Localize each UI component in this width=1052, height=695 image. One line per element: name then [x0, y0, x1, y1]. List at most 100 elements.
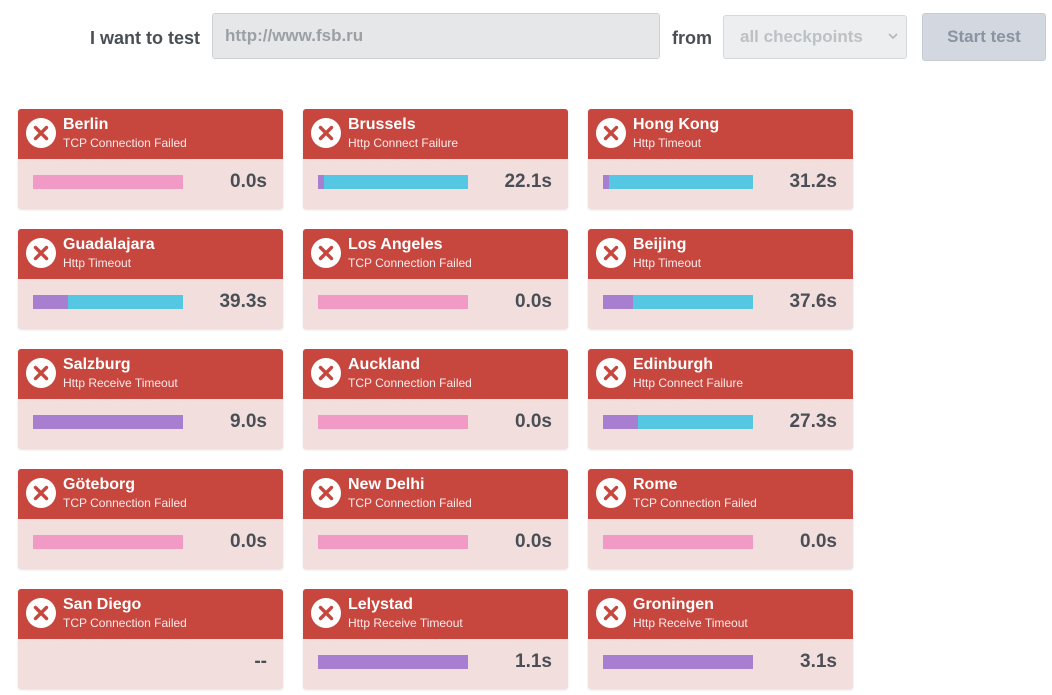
checkpoint-card-header: Beijing Http Timeout	[588, 229, 853, 279]
timing-bar	[318, 655, 468, 669]
checkpoint-status: Http Receive Timeout	[633, 616, 748, 630]
timing-bar-segment-wait	[67, 295, 183, 309]
timing-bar	[33, 175, 183, 189]
checkpoint-card[interactable]: Guadalajara Http Timeout 39.3s	[18, 229, 283, 329]
timing-bar	[318, 295, 468, 309]
checkpoint-card[interactable]: New Delhi TCP Connection Failed 0.0s	[303, 469, 568, 569]
checkpoint-city: Los Angeles	[348, 236, 443, 253]
checkpoint-card[interactable]: San Diego TCP Connection Failed --	[18, 589, 283, 689]
test-form: I want to test from all checkpoints Star…	[0, 0, 1052, 75]
start-test-button[interactable]: Start test	[922, 13, 1046, 61]
timing-bar-segment-failed	[318, 415, 468, 429]
checkpoint-card-header: San Diego TCP Connection Failed	[18, 589, 283, 639]
checkpoint-city: Berlin	[63, 116, 109, 133]
checkpoint-time: 0.0s	[515, 291, 552, 312]
checkpoint-card[interactable]: Los Angeles TCP Connection Failed 0.0s	[303, 229, 568, 329]
checkpoint-status: TCP Connection Failed	[348, 256, 472, 270]
timing-bar-segment-wait	[637, 415, 753, 429]
timing-bar	[33, 295, 183, 309]
checkpoint-time: 0.0s	[515, 411, 552, 432]
error-x-icon	[311, 358, 341, 388]
checkpoint-city: Auckland	[348, 356, 421, 373]
error-x-icon	[26, 118, 56, 148]
checkpoint-status: TCP Connection Failed	[633, 496, 757, 510]
checkpoint-card[interactable]: Edinburgh Http Connect Failure 27.3s	[588, 349, 853, 449]
error-x-icon	[26, 358, 56, 388]
checkpoint-card[interactable]: Hong Kong Http Timeout 31.2s	[588, 109, 853, 209]
error-x-icon	[26, 598, 56, 628]
i-want-to-test-label: I want to test	[90, 28, 201, 48]
error-x-icon	[596, 238, 626, 268]
checkpoint-time: 31.2s	[789, 171, 837, 192]
timing-bar	[603, 415, 753, 429]
checkpoint-card[interactable]: Lelystad Http Receive Timeout 1.1s	[303, 589, 568, 689]
checkpoint-card-header: Lelystad Http Receive Timeout	[303, 589, 568, 639]
checkpoint-city: Göteborg	[63, 476, 135, 493]
checkpoint-card-header: Rome TCP Connection Failed	[588, 469, 853, 519]
checkpoint-status: TCP Connection Failed	[63, 136, 187, 150]
checkpoint-time: 0.0s	[230, 531, 267, 552]
checkpoint-city: Brussels	[348, 116, 416, 133]
checkpoint-card-header: Edinburgh Http Connect Failure	[588, 349, 853, 399]
timing-bar-segment-connect	[318, 175, 324, 189]
timing-bar-segment-connect	[33, 295, 68, 309]
timing-bar	[603, 295, 753, 309]
checkpoint-card[interactable]: Berlin TCP Connection Failed 0.0s	[18, 109, 283, 209]
timing-bar-segment-failed	[318, 535, 468, 549]
checkpoint-card-header: Göteborg TCP Connection Failed	[18, 469, 283, 519]
timing-bar	[603, 655, 753, 669]
timing-bar	[318, 415, 468, 429]
error-x-icon	[596, 358, 626, 388]
checkpoint-card[interactable]: Brussels Http Connect Failure 22.1s	[303, 109, 568, 209]
checkpoint-city: New Delhi	[348, 476, 425, 493]
checkpoint-city: Lelystad	[348, 596, 413, 613]
checkpoint-time: --	[254, 651, 267, 672]
checkpoint-status: Http Receive Timeout	[348, 616, 463, 630]
timing-bar	[33, 415, 183, 429]
timing-bar	[33, 655, 183, 669]
checkpoint-city: Rome	[633, 476, 678, 493]
checkpoint-card[interactable]: Beijing Http Timeout 37.6s	[588, 229, 853, 329]
checkpoint-city: Edinburgh	[633, 356, 713, 373]
checkpoint-time: 22.1s	[504, 171, 552, 192]
checkpoint-card-header: Los Angeles TCP Connection Failed	[303, 229, 568, 279]
timing-bar-segment-failed	[33, 175, 183, 189]
timing-bar-segment-connect	[603, 295, 633, 309]
error-x-icon	[311, 118, 341, 148]
checkpoint-card[interactable]: Salzburg Http Receive Timeout 9.0s	[18, 349, 283, 449]
checkpoint-card[interactable]: Göteborg TCP Connection Failed 0.0s	[18, 469, 283, 569]
timing-bar	[318, 535, 468, 549]
checkpoint-select[interactable]: all checkpoints	[723, 15, 907, 59]
timing-bar-segment-wait	[609, 175, 753, 189]
checkpoint-card-header: Hong Kong Http Timeout	[588, 109, 853, 159]
timing-bar-segment-failed	[318, 295, 468, 309]
checkpoint-card[interactable]: Groningen Http Receive Timeout 3.1s	[588, 589, 853, 689]
timing-bar-segment-connect	[603, 415, 638, 429]
checkpoint-status: Http Connect Failure	[348, 136, 459, 150]
timing-bar-segment-connect	[33, 415, 183, 429]
error-x-icon	[311, 478, 341, 508]
checkpoint-card[interactable]: Rome TCP Connection Failed 0.0s	[588, 469, 853, 569]
checkpoint-status: TCP Connection Failed	[63, 616, 187, 630]
checkpoint-card-header: Guadalajara Http Timeout	[18, 229, 283, 279]
checkpoint-card-header: New Delhi TCP Connection Failed	[303, 469, 568, 519]
timing-bar-segment-failed	[33, 535, 183, 549]
checkpoint-card[interactable]: Auckland TCP Connection Failed 0.0s	[303, 349, 568, 449]
checkpoint-time: 0.0s	[515, 531, 552, 552]
timing-bar-segment-connect	[603, 175, 609, 189]
error-x-icon	[596, 478, 626, 508]
checkpoint-city: Groningen	[633, 596, 714, 613]
checkpoint-status: TCP Connection Failed	[63, 496, 187, 510]
url-input[interactable]	[212, 13, 660, 59]
error-x-icon	[26, 238, 56, 268]
error-x-icon	[311, 238, 341, 268]
checkpoint-time: 37.6s	[789, 291, 837, 312]
checkpoint-status: Http Connect Failure	[633, 376, 744, 390]
timing-bar-segment-connect	[603, 655, 753, 669]
checkpoint-card-header: Auckland TCP Connection Failed	[303, 349, 568, 399]
from-label: from	[672, 28, 712, 48]
checkpoint-status: TCP Connection Failed	[348, 496, 472, 510]
checkpoint-card-header: Brussels Http Connect Failure	[303, 109, 568, 159]
error-x-icon	[596, 118, 626, 148]
checkpoint-city: Hong Kong	[633, 116, 720, 133]
